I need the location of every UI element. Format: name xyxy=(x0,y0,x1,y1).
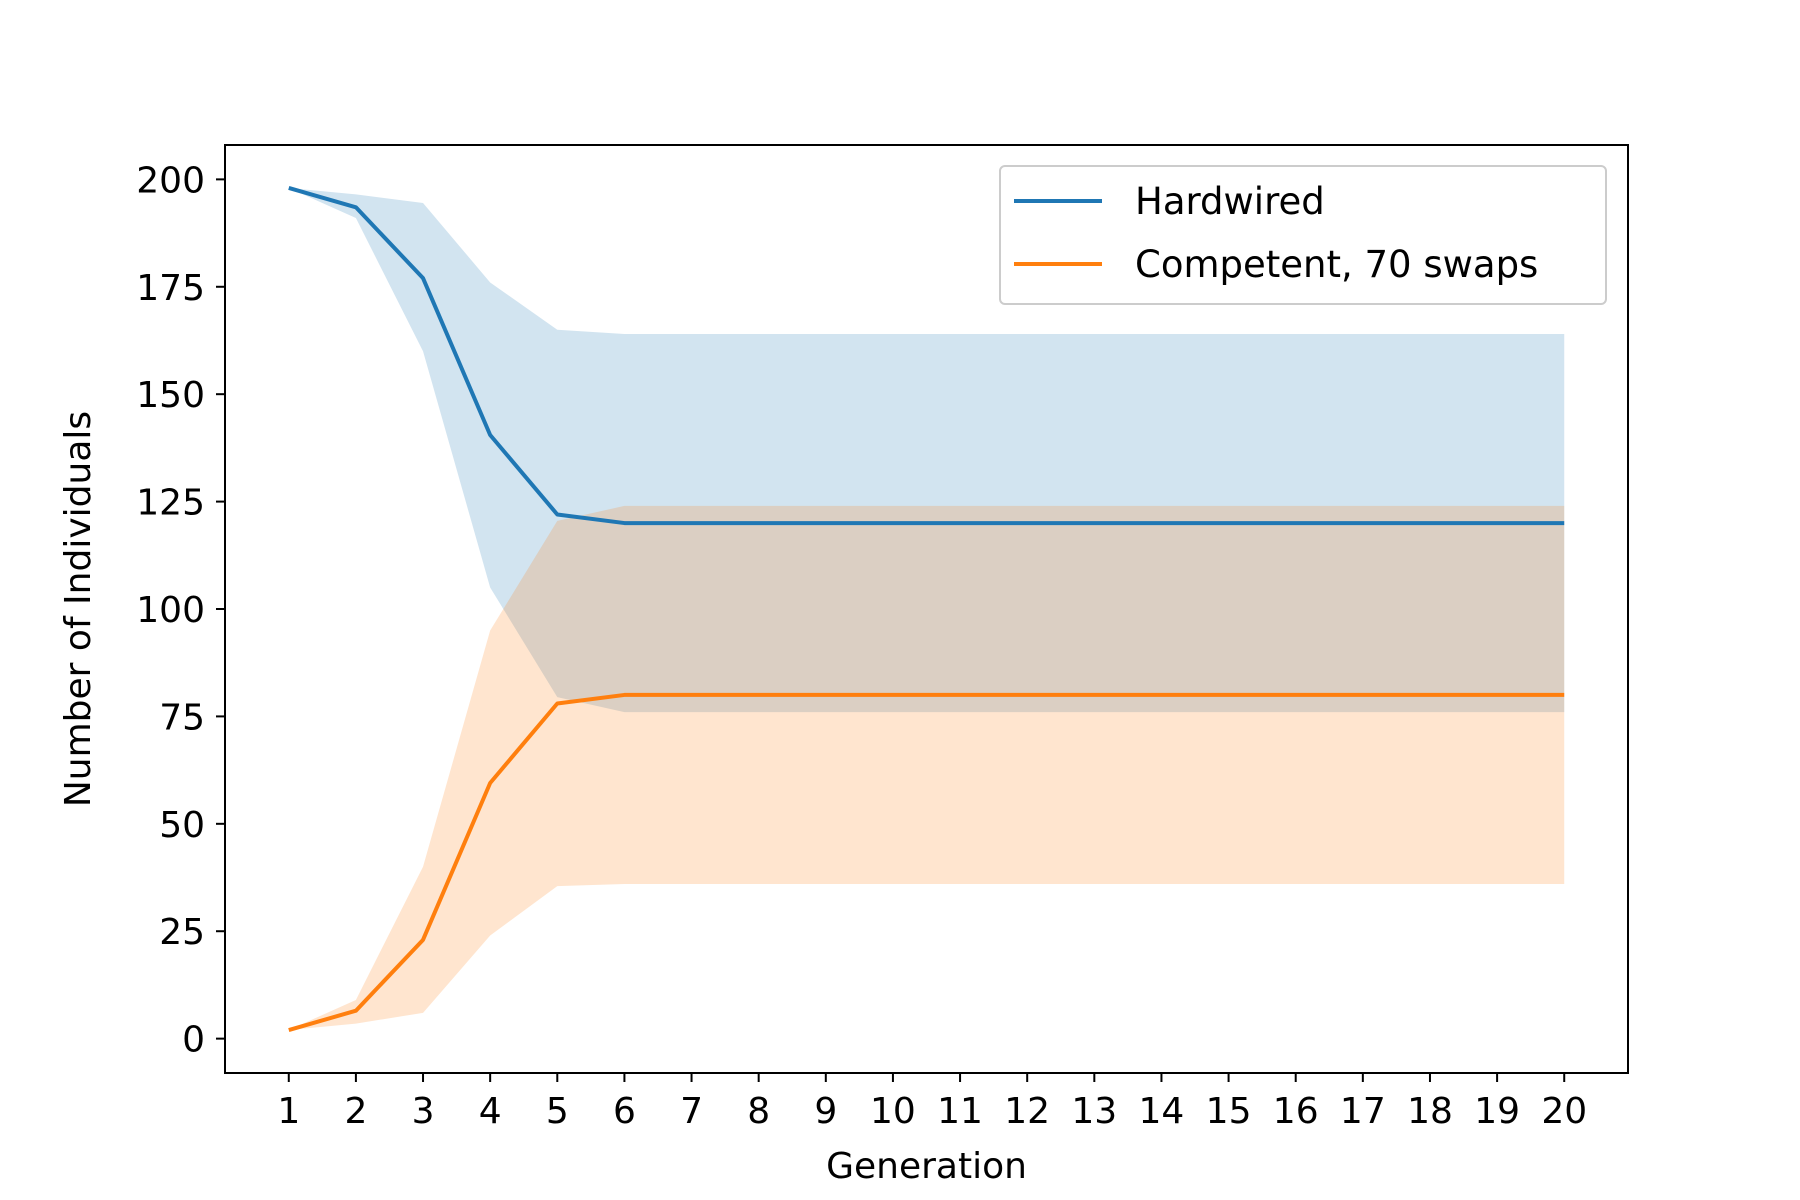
x-tick-label: 9 xyxy=(814,1091,837,1132)
x-tick-label: 3 xyxy=(412,1091,435,1132)
x-tick-label: 18 xyxy=(1407,1091,1453,1132)
y-tick-label: 75 xyxy=(159,697,205,738)
x-tick-label: 16 xyxy=(1273,1091,1319,1132)
y-tick-label: 125 xyxy=(136,483,205,524)
x-tick-label: 5 xyxy=(546,1091,569,1132)
y-tick-label: 50 xyxy=(159,805,205,846)
y-tick-label: 175 xyxy=(136,268,205,309)
y-tick-label: 25 xyxy=(159,912,205,953)
x-tick-label: 1 xyxy=(277,1091,300,1132)
y-tick-label: 200 xyxy=(136,160,205,201)
x-tick-label: 7 xyxy=(680,1091,703,1132)
y-tick-label: 100 xyxy=(136,590,205,631)
legend-label-hardwired: Hardwired xyxy=(1135,180,1325,223)
legend-label-competent: Competent, 70 swaps xyxy=(1135,243,1538,286)
x-tick-label: 19 xyxy=(1474,1091,1520,1132)
y-tick-label: 0 xyxy=(182,1020,205,1061)
x-tick-label: 13 xyxy=(1071,1091,1117,1132)
y-axis-label: Number of Individuals xyxy=(58,411,99,807)
x-tick-label: 10 xyxy=(870,1091,916,1132)
x-tick-label: 14 xyxy=(1139,1091,1185,1132)
x-tick-label: 17 xyxy=(1340,1091,1386,1132)
x-tick-label: 12 xyxy=(1004,1091,1050,1132)
x-tick-label: 2 xyxy=(344,1091,367,1132)
x-tick-label: 8 xyxy=(747,1091,770,1132)
x-tick-label: 20 xyxy=(1541,1091,1587,1132)
x-tick-label: 11 xyxy=(937,1091,983,1132)
y-tick-label: 150 xyxy=(136,375,205,416)
x-tick-label: 6 xyxy=(613,1091,636,1132)
legend: Hardwired Competent, 70 swaps xyxy=(1000,166,1606,304)
x-axis-label: Generation xyxy=(826,1146,1027,1187)
x-tick-label: 4 xyxy=(479,1091,502,1132)
x-tick-label: 15 xyxy=(1206,1091,1252,1132)
